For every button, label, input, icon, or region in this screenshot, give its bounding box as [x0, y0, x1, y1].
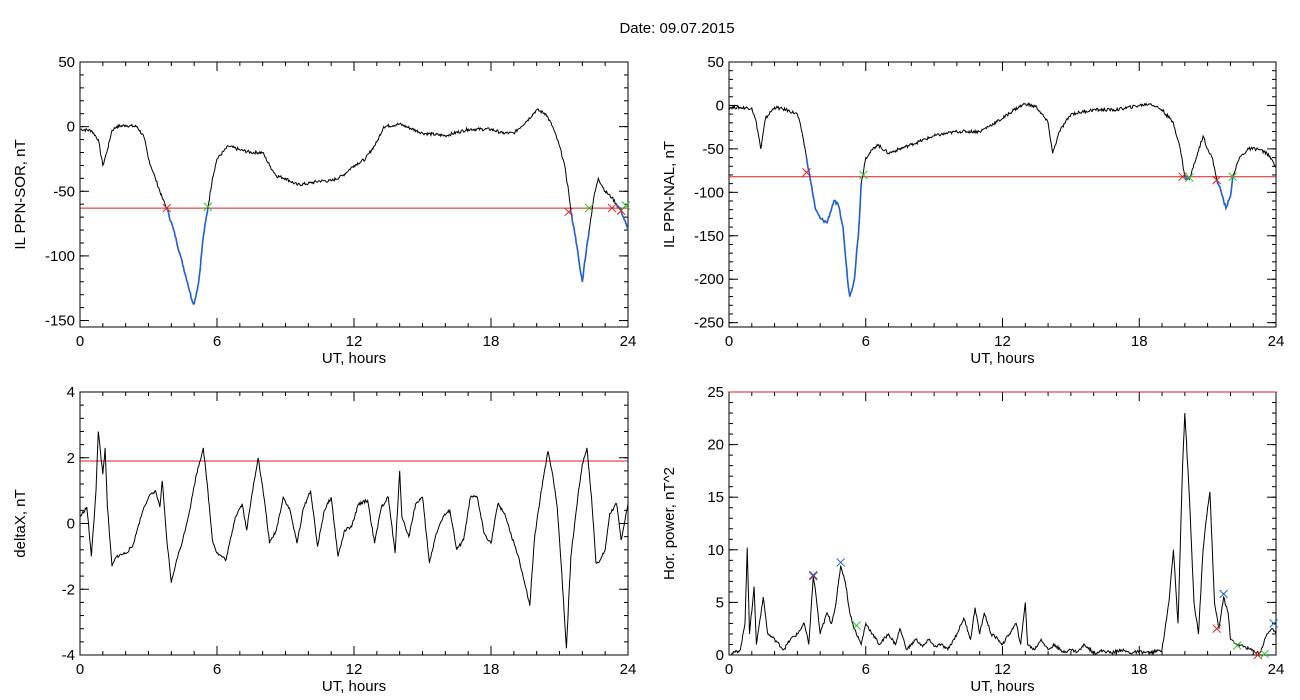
- start-marker: [808, 571, 818, 581]
- x-axis-label: UT, hours: [970, 350, 1034, 367]
- y-tick-label: -4: [62, 647, 75, 664]
- y-tick-label: -50: [702, 141, 724, 158]
- x-tick-label: 18: [483, 661, 500, 678]
- series-line: [728, 102, 1277, 297]
- start-marker: [564, 207, 573, 217]
- series-line: [729, 412, 1277, 656]
- x-tick-label: 24: [1268, 661, 1285, 678]
- x-tick-label: 6: [862, 661, 870, 678]
- start-marker: [1212, 624, 1222, 634]
- end-marker: [621, 201, 631, 210]
- event-segment: [805, 157, 862, 297]
- y-tick-label: -150: [694, 228, 724, 245]
- date-title: Date: 09.07.2015: [619, 20, 734, 37]
- event-segment: [570, 211, 590, 282]
- peak-marker: [1269, 619, 1279, 628]
- x-tick-label: 6: [213, 661, 221, 678]
- panel-ppn-sor: 0 6 12 18 24 50 0 -50 -100 -150 UT, hours IL PPN-SO…: [12, 54, 636, 367]
- event-segment: [166, 207, 209, 306]
- x-axis-label: UT, hours: [970, 678, 1034, 695]
- panel-hor-power: 0 6 12 18 24 25 20 15 10 5 0 UT, hours Hor. power, n…: [661, 384, 1284, 695]
- panel-ppn-nal: 0 6 12 18 24 50 0 -50 -100 -150 -200 -250 UT, hours I…: [661, 54, 1284, 367]
- x-axis-label: UT, hours: [322, 350, 386, 367]
- end-marker: [584, 203, 594, 213]
- y-tick-label: 10: [707, 542, 724, 559]
- end-marker: [1228, 172, 1238, 182]
- y-tick-label: 5: [716, 594, 724, 611]
- y-tick-label: -250: [694, 315, 724, 332]
- end-marker: [859, 170, 868, 180]
- plot-frame: [728, 61, 1277, 328]
- x-tick-label: 24: [1268, 333, 1285, 350]
- start-marker: [162, 203, 172, 213]
- panel-deltax: 0 6 12 18 24 4 2 0 -2 -4 UT, hours deltaX, nT: [12, 384, 636, 695]
- y-tick-label: -150: [45, 313, 75, 330]
- y-tick-label: 25: [707, 384, 724, 401]
- y-tick-label: 4: [67, 384, 75, 401]
- y-tick-label: -100: [45, 248, 75, 265]
- y-tick-label: 0: [716, 97, 724, 114]
- y-tick-label: 2: [67, 450, 75, 467]
- y-axis-label: deltaX, nT: [12, 489, 29, 557]
- end-marker: [852, 621, 861, 630]
- y-tick-label: 0: [67, 119, 75, 136]
- x-tick-label: 0: [76, 333, 84, 350]
- end-marker: [1232, 641, 1242, 650]
- end-marker: [203, 202, 213, 212]
- y-tick-label: -2: [62, 581, 75, 598]
- y-tick-label: -100: [694, 184, 724, 201]
- y-tick-label: -200: [694, 271, 724, 288]
- x-tick-label: 0: [76, 661, 84, 678]
- x-tick-label: 18: [1131, 333, 1148, 350]
- x-tick-label: 12: [346, 333, 363, 350]
- x-tick-label: 6: [213, 333, 221, 350]
- x-tick-label: 12: [346, 661, 363, 678]
- y-axis-label: Hor. power, nT^2: [661, 467, 678, 580]
- x-tick-label: 24: [620, 661, 637, 678]
- start-marker: [607, 203, 617, 213]
- plot-frame: [79, 391, 629, 656]
- y-tick-label: 15: [707, 489, 724, 506]
- x-tick-label: 18: [483, 333, 500, 350]
- y-tick-label: 0: [716, 647, 724, 664]
- x-tick-label: 12: [994, 661, 1011, 678]
- event-segment: [615, 203, 629, 231]
- x-axis-label: UT, hours: [322, 678, 386, 695]
- peak-marker: [1219, 589, 1228, 599]
- y-axis-label: IL PPN-SOR, nT: [12, 139, 29, 249]
- peak-marker: [808, 570, 818, 580]
- y-tick-label: 20: [707, 437, 724, 454]
- series-line: [79, 108, 629, 305]
- x-tick-label: 24: [620, 333, 637, 350]
- x-tick-label: 0: [725, 333, 733, 350]
- y-tick-label: 50: [707, 54, 724, 71]
- x-tick-label: 12: [994, 333, 1011, 350]
- y-axis-label: IL PPN-NAL, nT: [661, 141, 678, 248]
- x-tick-label: 0: [725, 661, 733, 678]
- x-tick-label: 6: [862, 333, 870, 350]
- x-tick-label: 18: [1131, 661, 1148, 678]
- start-marker: [1212, 175, 1222, 185]
- end-marker: [1260, 649, 1269, 659]
- end-marker: [1185, 173, 1194, 182]
- y-tick-label: 50: [58, 54, 75, 71]
- event-segment: [1215, 176, 1234, 211]
- plot-frame: [79, 61, 629, 328]
- y-tick-label: 0: [67, 516, 75, 533]
- start-marker: [802, 167, 811, 177]
- y-tick-label: -50: [53, 183, 75, 200]
- series-line: [79, 431, 629, 649]
- peak-marker: [836, 558, 846, 567]
